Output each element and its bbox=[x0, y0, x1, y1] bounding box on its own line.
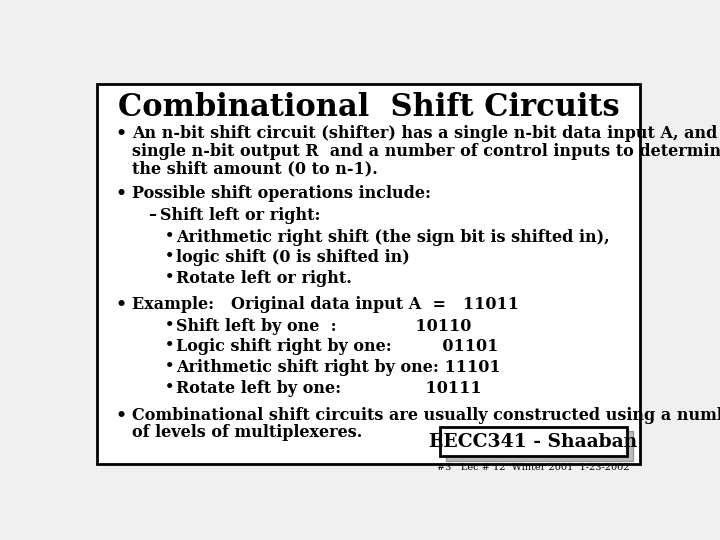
Text: logic shift (0 is shifted in): logic shift (0 is shifted in) bbox=[176, 249, 410, 266]
Text: •: • bbox=[166, 318, 175, 332]
FancyBboxPatch shape bbox=[446, 431, 633, 461]
Text: Rotate left or right.: Rotate left or right. bbox=[176, 270, 352, 287]
Text: –: – bbox=[148, 207, 156, 224]
Text: Logic shift right by one:         01101: Logic shift right by one: 01101 bbox=[176, 339, 499, 355]
Text: •: • bbox=[166, 339, 175, 353]
Text: Arithmetic right shift (the sign bit is shifted in),: Arithmetic right shift (the sign bit is … bbox=[176, 228, 610, 246]
Text: Combinational shift circuits are usually constructed using a number: Combinational shift circuits are usually… bbox=[132, 407, 720, 424]
Text: •: • bbox=[166, 359, 175, 373]
FancyBboxPatch shape bbox=[441, 427, 627, 456]
Text: Shift left by one  :              10110: Shift left by one : 10110 bbox=[176, 318, 472, 335]
Text: Combinational  Shift Circuits: Combinational Shift Circuits bbox=[118, 92, 620, 123]
Text: •: • bbox=[115, 125, 126, 142]
Text: Possible shift operations include:: Possible shift operations include: bbox=[132, 185, 431, 202]
Text: •: • bbox=[166, 228, 175, 242]
Text: EECC341 - Shaaban: EECC341 - Shaaban bbox=[430, 433, 638, 450]
Text: •: • bbox=[115, 296, 126, 313]
Text: •: • bbox=[166, 380, 175, 394]
Text: An n-bit shift circuit (shifter) has a single n-bit data input A, and a: An n-bit shift circuit (shifter) has a s… bbox=[132, 125, 720, 142]
Text: •: • bbox=[166, 270, 175, 284]
Text: #3   Lec # 12  Winter 2001  1-23-2002: #3 Lec # 12 Winter 2001 1-23-2002 bbox=[437, 463, 630, 472]
Text: Arithmetic shift right by one: 11101: Arithmetic shift right by one: 11101 bbox=[176, 359, 501, 376]
Text: Rotate left by one:               10111: Rotate left by one: 10111 bbox=[176, 380, 482, 397]
Text: Shift left or right:: Shift left or right: bbox=[160, 207, 320, 224]
Text: •: • bbox=[115, 185, 126, 202]
Text: the shift amount (0 to n-1).: the shift amount (0 to n-1). bbox=[132, 160, 377, 177]
Text: •: • bbox=[166, 249, 175, 264]
Text: Example:   Original data input A  =   11011: Example: Original data input A = 11011 bbox=[132, 296, 519, 313]
Text: single n-bit output R  and a number of control inputs to determine: single n-bit output R and a number of co… bbox=[132, 143, 720, 159]
Text: of levels of multiplexeres.: of levels of multiplexeres. bbox=[132, 424, 362, 442]
Text: •: • bbox=[115, 407, 126, 424]
